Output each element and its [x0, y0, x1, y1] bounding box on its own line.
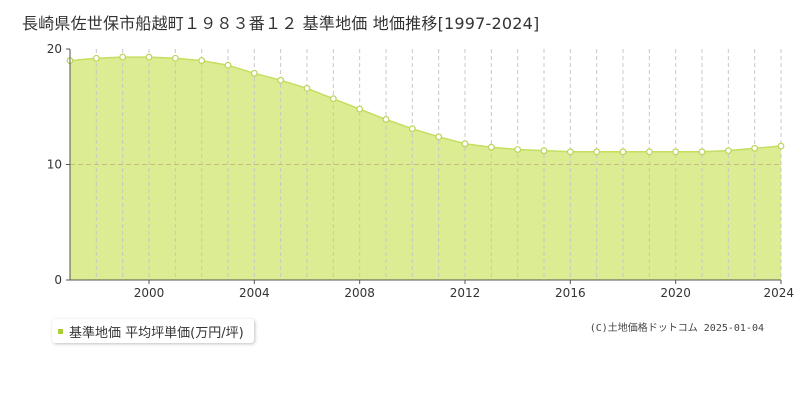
series-area	[70, 57, 781, 280]
data-point	[514, 146, 522, 153]
data-point	[382, 116, 390, 123]
data-point	[356, 105, 364, 113]
x-tick-label: 2024	[763, 286, 794, 300]
data-point	[724, 147, 732, 155]
x-tick-label: 2020	[660, 286, 691, 300]
data-point	[540, 147, 548, 155]
data-point	[171, 54, 179, 62]
data-point	[198, 57, 206, 64]
x-tick-label: 2004	[239, 286, 270, 300]
data-point	[435, 133, 443, 141]
copyright-credit: (C)土地価格ドットコム 2025-01-04	[589, 323, 764, 334]
chart-title: 長崎県佐世保市船越町１９８３番１２ 基準地価 地価推移[1997-2024]	[22, 14, 540, 33]
data-point	[619, 148, 627, 156]
data-point	[566, 148, 574, 156]
y-tick-label: 10	[47, 158, 62, 172]
series-line	[69, 56, 782, 153]
data-point	[487, 143, 495, 151]
x-tick-label: 2016	[555, 286, 586, 300]
data-point	[250, 69, 258, 77]
data-point	[461, 140, 469, 148]
data-point	[698, 148, 706, 156]
data-point	[303, 84, 311, 92]
data-point	[224, 61, 232, 69]
legend: 基準地価 平均坪単価(万円/坪)	[52, 319, 254, 343]
legend-marker-icon	[58, 328, 63, 334]
data-point	[329, 95, 337, 103]
data-point	[593, 148, 601, 156]
data-point	[672, 148, 680, 156]
data-point	[408, 125, 416, 133]
x-tick-label: 2000	[134, 286, 165, 300]
legend-label: 基準地価 平均坪単価(万円/坪)	[69, 325, 244, 341]
y-tick-label: 0	[54, 273, 62, 287]
x-tick-label: 2012	[450, 286, 481, 300]
data-point	[145, 53, 153, 61]
data-point	[751, 144, 759, 152]
data-point	[645, 148, 653, 156]
data-point	[277, 76, 285, 84]
data-point	[777, 142, 785, 150]
x-tick-label: 2008	[344, 286, 375, 300]
y-tick-label: 20	[47, 42, 62, 56]
data-point	[119, 53, 127, 61]
data-point	[92, 54, 100, 62]
